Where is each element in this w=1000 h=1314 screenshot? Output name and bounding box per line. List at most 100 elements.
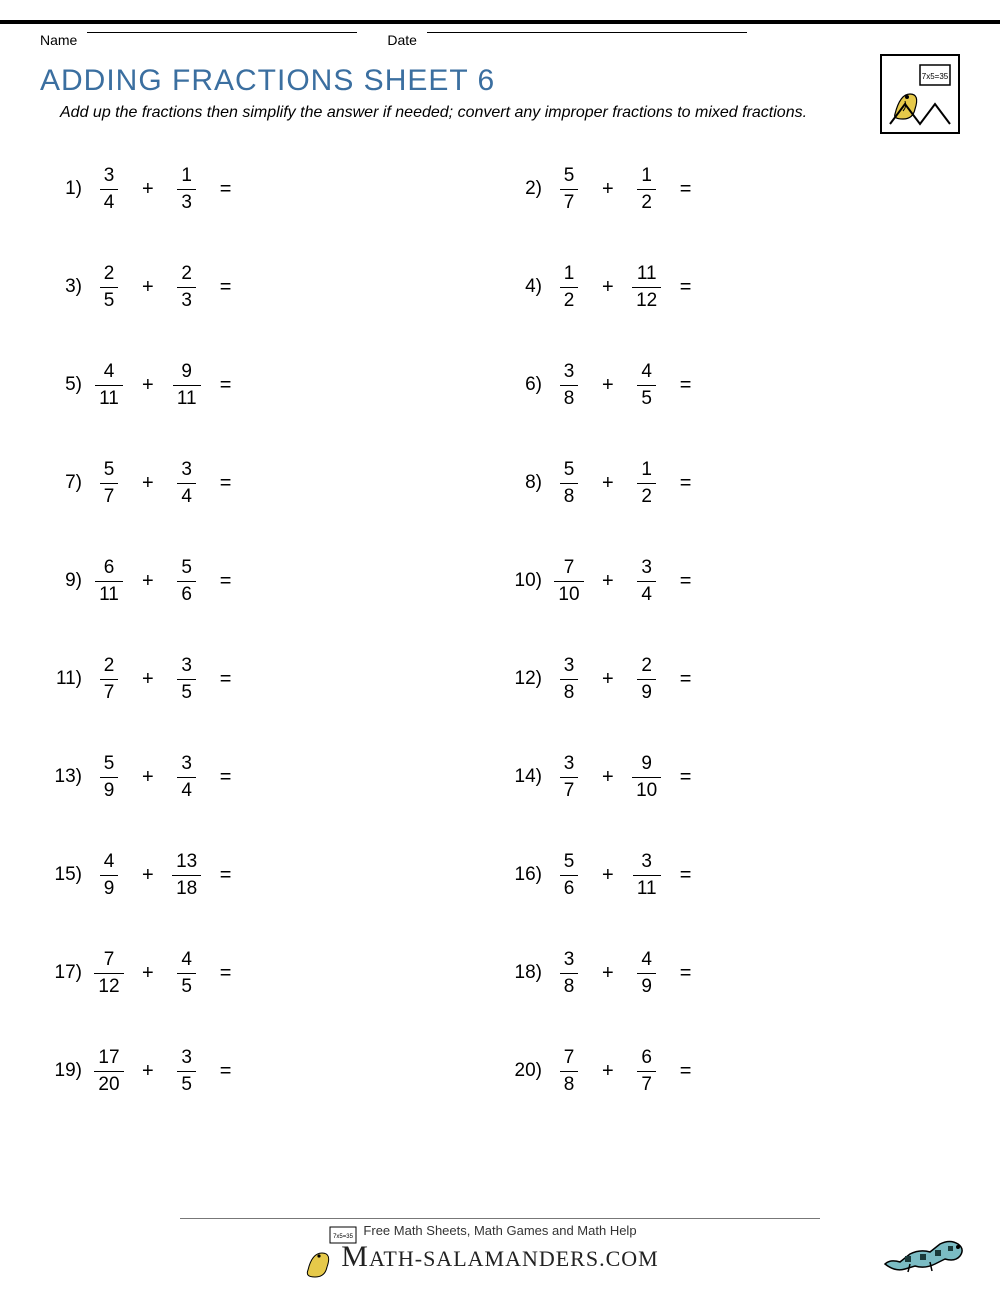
fraction-b: 1318: [172, 851, 202, 900]
problem-number: 2): [500, 178, 548, 200]
fraction-b: 911: [172, 361, 202, 410]
plus-operator: +: [142, 178, 154, 201]
svg-text:7x5=35: 7x5=35: [922, 72, 949, 81]
plus-operator: +: [602, 766, 614, 789]
numerator: 4: [177, 949, 196, 973]
denominator: 9: [100, 777, 119, 802]
denominator: 4: [177, 483, 196, 508]
equals-sign: =: [220, 864, 232, 887]
numerator: 2: [637, 655, 656, 679]
worksheet-page: Name Date 7x5=35 ADDING FRACTIONS SHEET …: [0, 20, 1000, 1314]
denominator: 7: [560, 189, 579, 214]
equals-sign: =: [680, 864, 692, 887]
numerator: 11: [633, 263, 661, 287]
instructions-text: Add up the fractions then simplify the a…: [0, 102, 1000, 140]
date-label: Date: [387, 32, 417, 48]
equals-sign: =: [680, 276, 692, 299]
fraction-b: 34: [172, 459, 202, 508]
fraction-a: 38: [554, 949, 584, 998]
plus-operator: +: [602, 374, 614, 397]
numerator: 1: [177, 165, 196, 189]
problem-number: 18): [500, 962, 548, 984]
date-input-line[interactable]: [427, 32, 747, 33]
fraction-a: 411: [94, 361, 124, 410]
equals-sign: =: [220, 178, 232, 201]
equals-sign: =: [220, 472, 232, 495]
numerator: 6: [100, 557, 119, 581]
numerator: 7: [560, 557, 579, 581]
denominator: 8: [560, 385, 579, 410]
fraction-b: 13: [172, 165, 202, 214]
plus-operator: +: [142, 472, 154, 495]
denominator: 2: [637, 189, 656, 214]
fraction-a: 25: [94, 263, 124, 312]
problem-row: 8)58+12=: [500, 434, 960, 532]
equals-sign: =: [680, 668, 692, 691]
fraction-b: 910: [632, 753, 662, 802]
problem-row: 19)1720+35=: [40, 1022, 500, 1120]
fraction-b: 12: [632, 165, 662, 214]
fraction-b: 34: [632, 557, 662, 606]
name-input-line[interactable]: [87, 32, 357, 33]
problem-number: 6): [500, 374, 548, 396]
denominator: 6: [177, 581, 196, 606]
plus-operator: +: [142, 570, 154, 593]
problem-number: 15): [40, 864, 88, 886]
problem-number: 5): [40, 374, 88, 396]
problem-number: 14): [500, 766, 548, 788]
denominator: 5: [177, 679, 196, 704]
problem-row: 1)34+13=: [40, 140, 500, 238]
numerator: 2: [177, 263, 196, 287]
header-line: Name Date: [0, 24, 1000, 48]
problem-number: 1): [40, 178, 88, 200]
problem-row: 2)57+12=: [500, 140, 960, 238]
numerator: 13: [172, 851, 201, 875]
fraction-b: 311: [632, 851, 662, 900]
fraction-a: 712: [94, 949, 124, 998]
fraction-a: 56: [554, 851, 584, 900]
numerator: 1: [560, 263, 579, 287]
fraction-a: 27: [94, 655, 124, 704]
denominator: 2: [637, 483, 656, 508]
problem-row: 20)78+67=: [500, 1022, 960, 1120]
denominator: 11: [95, 581, 123, 606]
numerator: 3: [100, 165, 119, 189]
problem-row: 16)56+311=: [500, 826, 960, 924]
fraction-a: 38: [554, 655, 584, 704]
equals-sign: =: [220, 276, 232, 299]
denominator: 5: [100, 287, 119, 312]
problem-row: 4)12+1112=: [500, 238, 960, 336]
numerator: 3: [637, 851, 656, 875]
denominator: 7: [560, 777, 579, 802]
plus-operator: +: [142, 374, 154, 397]
denominator: 6: [560, 875, 579, 900]
fraction-a: 38: [554, 361, 584, 410]
numerator: 5: [100, 753, 119, 777]
plus-operator: +: [142, 1060, 154, 1083]
plus-operator: +: [602, 668, 614, 691]
fraction-b: 56: [172, 557, 202, 606]
plus-operator: +: [602, 570, 614, 593]
problem-number: 10): [500, 570, 548, 592]
problem-row: 14)37+910=: [500, 728, 960, 826]
denominator: 5: [177, 973, 196, 998]
denominator: 12: [632, 287, 661, 312]
problem-row: 13)59+34=: [40, 728, 500, 826]
page-footer: Free Math Sheets, Math Games and Math He…: [0, 1218, 1000, 1274]
plus-operator: +: [602, 178, 614, 201]
denominator: 8: [560, 1071, 579, 1096]
denominator: 9: [100, 875, 119, 900]
fraction-a: 59: [94, 753, 124, 802]
problem-row: 3)25+23=: [40, 238, 500, 336]
numerator: 1: [637, 459, 656, 483]
fraction-b: 67: [632, 1047, 662, 1096]
numerator: 3: [177, 753, 196, 777]
numerator: 3: [560, 655, 579, 679]
problem-number: 8): [500, 472, 548, 494]
numerator: 3: [637, 557, 656, 581]
numerator: 3: [560, 361, 579, 385]
numerator: 17: [94, 1047, 123, 1071]
denominator: 8: [560, 679, 579, 704]
fraction-a: 611: [94, 557, 124, 606]
equals-sign: =: [680, 1060, 692, 1083]
